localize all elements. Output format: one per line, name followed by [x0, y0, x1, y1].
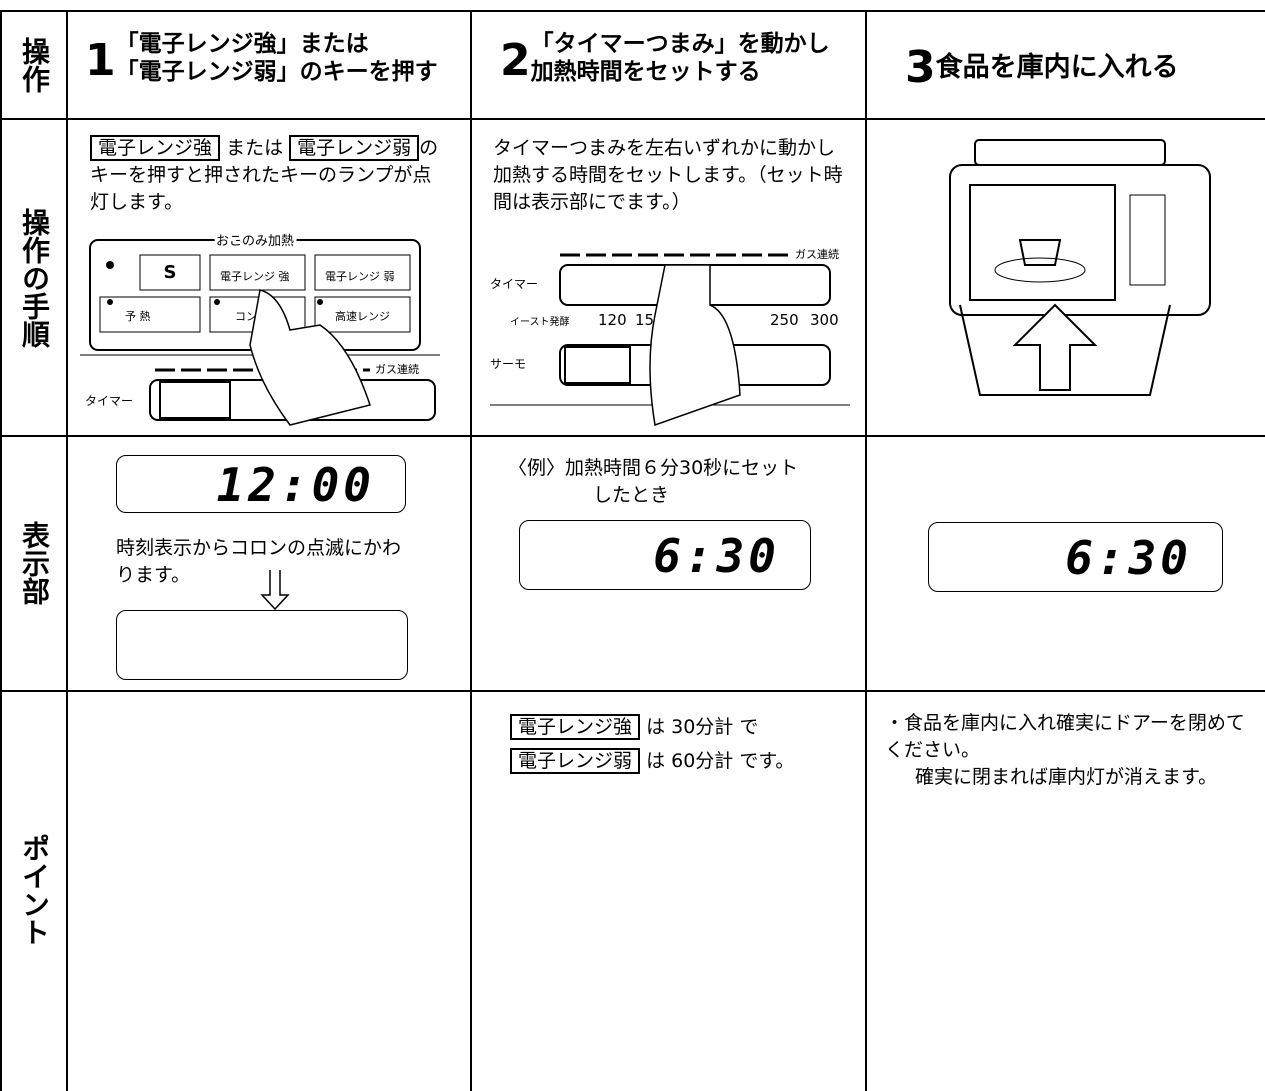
step-title: 3 食品を庫内に入れる: [905, 42, 1179, 93]
procedure-text: タイマーつまみを左右いずれかに動かし加熱する時間をセットします。（セット時間は表…: [493, 137, 843, 213]
arrow: [260, 570, 290, 610]
row-header: 表示部: [18, 520, 51, 605]
panel-label: 120: [598, 311, 627, 329]
panel-label: タイマー: [490, 277, 538, 291]
panel-label: イースト発酵: [510, 315, 570, 328]
panel-label: ガス連続: [375, 362, 419, 376]
text: は 60分計 です。: [646, 750, 795, 772]
title-line: 加熱時間をセットする: [530, 59, 761, 85]
point-text: 電子レンジ強 は 30分計 で 電子レンジ弱 は 60分計 です。: [510, 710, 794, 778]
step-number: 2: [500, 35, 531, 86]
panel-label: タイマー: [85, 394, 133, 408]
text: したとき: [593, 484, 670, 506]
microwave-illustration: [949, 139, 1211, 396]
display-note: 時刻表示からコロンの点滅にかわります。: [116, 537, 402, 586]
lcd-display: 6:30: [928, 522, 1223, 592]
title-line: 「電子レンジ強」または: [115, 31, 369, 57]
panel-label: 300: [810, 311, 839, 329]
step-number: 1: [85, 35, 116, 86]
point-text: ・食品を庫内に入れ確実にドアーを閉めてください。 確実に閉まれば庫内灯が消えます…: [885, 710, 1250, 791]
panel-label: サーモ: [490, 357, 526, 371]
procedure-text: 電子レンジ強 または 電子レンジ弱 のキーを押すと押されたキーのランプが点灯します…: [90, 135, 440, 216]
text: または: [226, 137, 284, 159]
key-label: 電子レンジ強: [510, 714, 641, 740]
row-header: ポイント: [18, 834, 51, 946]
text: 〈例〉加熱時間６分30秒にセット: [508, 457, 799, 479]
key-label: 電子レンジ弱: [510, 748, 641, 774]
panel-label: 250: [770, 311, 799, 329]
row-header: 操作: [18, 37, 51, 93]
step-title: 1 「電子レンジ強」または 「電子レンジ弱」のキーを押す: [85, 30, 438, 86]
panel-label: おこのみ加熱: [216, 234, 294, 249]
key-label: 電子レンジ 強: [220, 270, 290, 283]
lcd-display-blink: [116, 610, 408, 680]
panel-label: ガス連続: [795, 247, 839, 261]
key-label: S: [164, 262, 177, 283]
step-number: 3: [905, 42, 936, 93]
text: 確実に閉まれば庫内灯が消えます。: [915, 766, 1218, 788]
text: は 30分計 で: [646, 716, 759, 738]
key-label: 予 熱: [125, 310, 151, 323]
key-label: 電子レンジ弱: [289, 135, 420, 161]
lcd-display: 6:30: [519, 520, 811, 590]
title-line: 「電子レンジ弱」のキーを押す: [115, 59, 438, 85]
text: のキーを押すと押されたキーのランプが点灯します。: [90, 137, 439, 213]
key-label: 高速レンジ: [335, 309, 390, 323]
row-header: 操作の手順: [18, 207, 51, 348]
title-line: 「タイマーつまみ」を動かし: [530, 31, 830, 57]
control-panel: おこのみ加熱 S 電子レンジ 強 電子レンジ 弱 予 熱 コンビ 高速レンジ ガ…: [80, 231, 440, 426]
title-line: 食品を庫内に入れる: [935, 51, 1179, 83]
key-label: 電子レンジ強: [90, 135, 221, 161]
key-label: 電子レンジ 弱: [325, 270, 395, 283]
timer-panel: ガス連続 タイマー イースト発酵 120 150 250 300 サーモ: [490, 247, 850, 427]
text: ・食品を庫内に入れ確実にドアーを閉めてください。: [885, 712, 1245, 761]
display-note: 〈例〉加熱時間６分30秒にセットしたとき: [508, 455, 798, 509]
lcd-display: 12:00: [116, 455, 406, 513]
step-title: 2 「タイマーつまみ」を動かし 加熱時間をセットする: [500, 30, 830, 86]
